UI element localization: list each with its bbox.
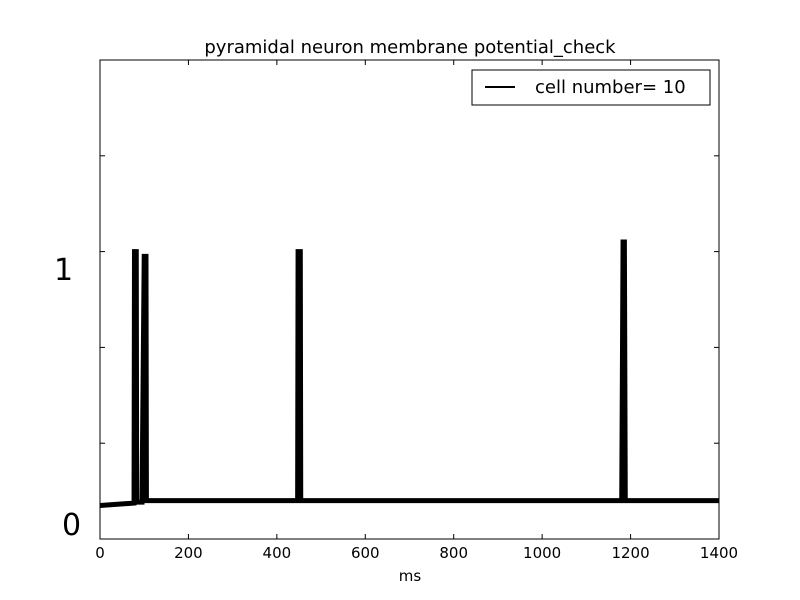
- x-tick-label: 600: [351, 544, 380, 562]
- legend: cell number= 10: [471, 69, 711, 106]
- chart-title: pyramidal neuron membrane potential_chec…: [204, 37, 616, 58]
- plot-frame: [99, 59, 720, 540]
- x-tick-label: 200: [174, 544, 203, 562]
- x-tick-label: 1200: [611, 544, 649, 562]
- x-tick-label: 1400: [700, 544, 738, 562]
- series-line: [99, 239, 719, 508]
- plot-area: 0 200 400 600 800 1000 1200 1400: [95, 59, 738, 562]
- legend-label: cell number= 10: [535, 77, 686, 98]
- overlay-label-bottom: 0: [62, 508, 81, 543]
- x-tick-label: 1000: [523, 544, 561, 562]
- overlay-label-top: 1: [54, 253, 73, 288]
- x-tick-label: 400: [263, 544, 292, 562]
- x-tick-label: 0: [95, 544, 105, 562]
- x-tick-label: 800: [439, 544, 468, 562]
- x-axis-label: ms: [399, 567, 422, 585]
